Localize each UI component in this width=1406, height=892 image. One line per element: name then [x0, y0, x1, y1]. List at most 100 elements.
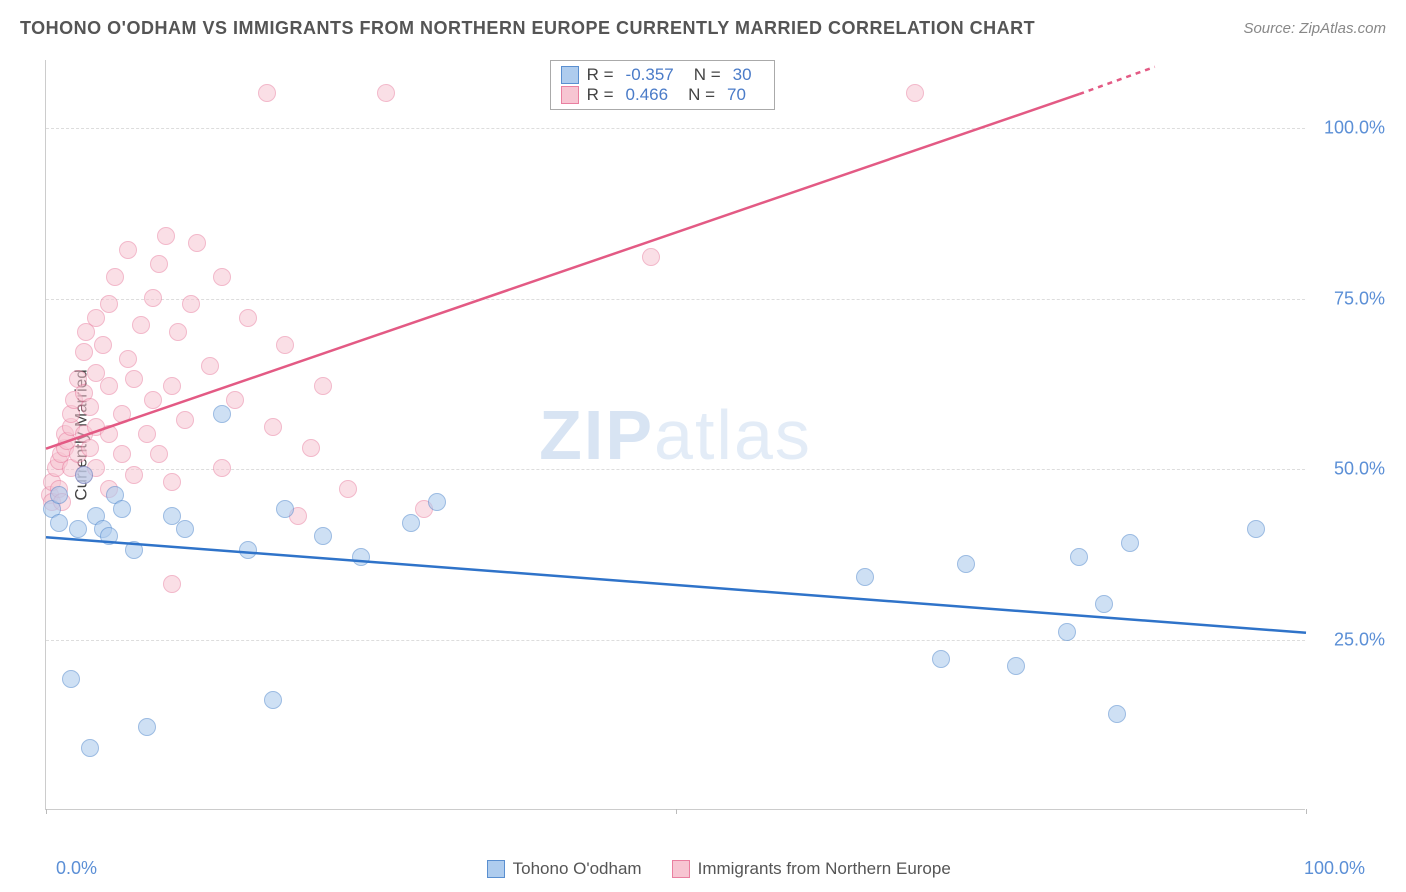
- scatter-point-pink: [113, 445, 131, 463]
- scatter-point-pink: [119, 241, 137, 259]
- scatter-point-pink: [213, 268, 231, 286]
- correlation-legend: R =-0.357 N =30 R =0.466 N =70: [550, 60, 775, 110]
- scatter-point-blue: [75, 466, 93, 484]
- scatter-point-pink: [169, 323, 187, 341]
- scatter-point-pink: [163, 377, 181, 395]
- scatter-point-pink: [258, 84, 276, 102]
- scatter-point-pink: [213, 459, 231, 477]
- scatter-point-pink: [144, 391, 162, 409]
- scatter-point-pink: [339, 480, 357, 498]
- scatter-point-pink: [157, 227, 175, 245]
- chart-title: TOHONO O'ODHAM VS IMMIGRANTS FROM NORTHE…: [20, 18, 1035, 39]
- scatter-point-pink: [113, 405, 131, 423]
- scatter-point-blue: [113, 500, 131, 518]
- x-axis-max-label: 100.0%: [1304, 858, 1365, 879]
- scatter-point-pink: [302, 439, 320, 457]
- scatter-point-pink: [377, 84, 395, 102]
- scatter-point-pink: [125, 466, 143, 484]
- scatter-point-pink: [81, 439, 99, 457]
- scatter-point-blue: [50, 486, 68, 504]
- scatter-point-blue: [957, 555, 975, 573]
- scatter-point-pink: [239, 309, 257, 327]
- scatter-point-pink: [188, 234, 206, 252]
- scatter-point-pink: [75, 343, 93, 361]
- scatter-point-pink: [125, 370, 143, 388]
- scatter-point-blue: [138, 718, 156, 736]
- scatter-point-pink: [132, 316, 150, 334]
- legend-row-blue: R =-0.357 N =30: [561, 65, 764, 85]
- y-tick-label: 25.0%: [1334, 629, 1385, 650]
- scatter-point-pink: [182, 295, 200, 313]
- legend-swatch-pink: [561, 86, 579, 104]
- scatter-point-pink: [144, 289, 162, 307]
- regression-line-blue: [46, 537, 1306, 632]
- scatter-point-pink: [106, 268, 124, 286]
- scatter-point-pink: [100, 295, 118, 313]
- scatter-point-pink: [276, 336, 294, 354]
- scatter-point-pink: [150, 445, 168, 463]
- scatter-point-pink: [906, 84, 924, 102]
- scatter-point-blue: [125, 541, 143, 559]
- scatter-point-pink: [314, 377, 332, 395]
- scatter-point-blue: [1121, 534, 1139, 552]
- scatter-point-pink: [100, 377, 118, 395]
- y-tick-label: 50.0%: [1334, 459, 1385, 480]
- legend-swatch-pink-icon: [672, 860, 690, 878]
- scatter-point-blue: [276, 500, 294, 518]
- legend-label-pink: Immigrants from Northern Europe: [698, 859, 951, 879]
- gridline: [46, 299, 1305, 300]
- scatter-point-blue: [352, 548, 370, 566]
- scatter-point-blue: [213, 405, 231, 423]
- scatter-point-blue: [314, 527, 332, 545]
- scatter-point-pink: [87, 309, 105, 327]
- legend-item-blue: Tohono O'odham: [487, 859, 642, 879]
- scatter-point-pink: [150, 255, 168, 273]
- gridline: [46, 640, 1305, 641]
- scatter-point-blue: [1007, 657, 1025, 675]
- scatter-point-pink: [201, 357, 219, 375]
- scatter-point-pink: [163, 473, 181, 491]
- scatter-point-pink: [176, 411, 194, 429]
- x-tick: [676, 809, 677, 814]
- scatter-point-blue: [62, 670, 80, 688]
- scatter-point-pink: [100, 425, 118, 443]
- scatter-point-blue: [932, 650, 950, 668]
- legend-swatch-blue-icon: [487, 860, 505, 878]
- gridline: [46, 128, 1305, 129]
- y-tick-label: 100.0%: [1324, 118, 1385, 139]
- y-tick-label: 75.0%: [1334, 288, 1385, 309]
- scatter-point-pink: [264, 418, 282, 436]
- scatter-point-blue: [1070, 548, 1088, 566]
- legend-label-blue: Tohono O'odham: [513, 859, 642, 879]
- scatter-point-blue: [1058, 623, 1076, 641]
- scatter-point-blue: [176, 520, 194, 538]
- scatter-point-blue: [1095, 595, 1113, 613]
- gridline: [46, 469, 1305, 470]
- scatter-point-blue: [50, 514, 68, 532]
- x-tick: [1306, 809, 1307, 814]
- legend-swatch-blue: [561, 66, 579, 84]
- regression-line-pink-dash: [1079, 67, 1155, 94]
- chart-area: Currently Married ZIPatlas 25.0%50.0%75.…: [45, 60, 1305, 810]
- scatter-point-blue: [428, 493, 446, 511]
- scatter-point-blue: [81, 739, 99, 757]
- x-tick: [46, 809, 47, 814]
- scatter-point-blue: [100, 527, 118, 545]
- regression-line-pink: [46, 94, 1079, 449]
- scatter-point-pink: [94, 336, 112, 354]
- scatter-point-blue: [69, 520, 87, 538]
- scatter-point-pink: [119, 350, 137, 368]
- scatter-point-blue: [264, 691, 282, 709]
- scatter-point-blue: [1247, 520, 1265, 538]
- legend-row-pink: R =0.466 N =70: [561, 85, 764, 105]
- scatter-point-pink: [163, 575, 181, 593]
- scatter-point-pink: [138, 425, 156, 443]
- scatter-point-blue: [402, 514, 420, 532]
- legend-item-pink: Immigrants from Northern Europe: [672, 859, 951, 879]
- scatter-point-blue: [856, 568, 874, 586]
- watermark: ZIPatlas: [539, 395, 812, 475]
- scatter-point-pink: [642, 248, 660, 266]
- x-axis-min-label: 0.0%: [56, 858, 97, 879]
- scatter-point-blue: [239, 541, 257, 559]
- source-label: Source: ZipAtlas.com: [1243, 20, 1386, 37]
